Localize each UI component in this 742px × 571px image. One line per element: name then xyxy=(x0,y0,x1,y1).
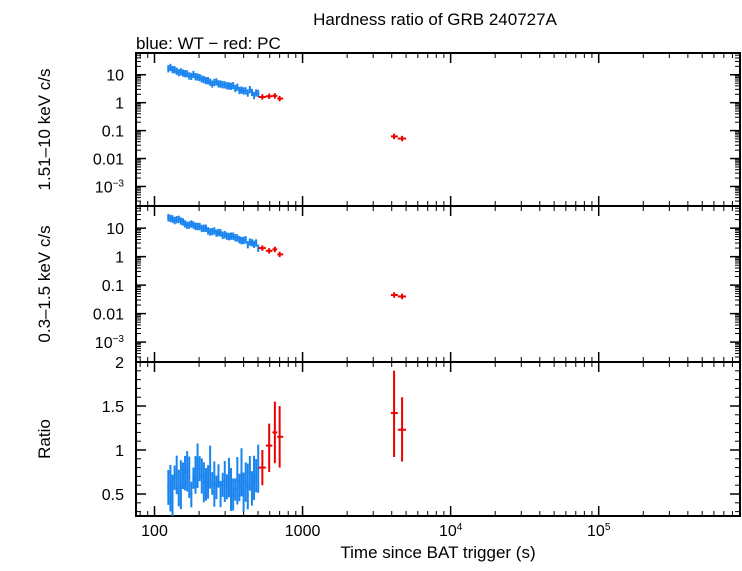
panel-frame-soft xyxy=(135,205,741,363)
x-tick-label-0: 100 xyxy=(141,523,168,540)
y-tick-label-hard-0: 10 xyxy=(106,68,124,85)
y-tick-label-soft-4: 10−3 xyxy=(95,334,125,352)
x-axis-label: Time since BAT trigger (s) xyxy=(340,543,535,562)
y-tick-label-ratio-3: 2 xyxy=(115,355,124,372)
x-tick-label-1: 1000 xyxy=(285,523,321,540)
chart-title: Hardness ratio of GRB 240727A xyxy=(313,10,557,29)
y-axis-label-ratio: Ratio xyxy=(35,419,54,459)
y-tick-label-ratio-0: 0.5 xyxy=(102,487,124,504)
y-tick-label-soft-0: 10 xyxy=(106,221,124,238)
y-tick-label-hard-1: 1 xyxy=(115,96,124,113)
y-tick-label-soft-1: 1 xyxy=(115,250,124,267)
panel-frame-ratio xyxy=(135,361,741,517)
y-tick-label-hard-2: 0.1 xyxy=(102,124,124,141)
y-axis-label-hard: 1.51–10 keV c/s xyxy=(35,69,54,191)
y-tick-label-soft-3: 0.01 xyxy=(93,307,124,324)
y-axis-label-soft: 0.3–1.5 keV c/s xyxy=(35,225,54,342)
y-tick-label-ratio-2: 1.5 xyxy=(102,399,124,416)
x-tick-label-2: 104 xyxy=(439,522,463,540)
y-tick-label-soft-2: 0.1 xyxy=(102,278,124,295)
panel-frame-hard xyxy=(135,52,741,207)
y-tick-label-hard-4: 10−3 xyxy=(95,178,125,196)
y-tick-label-ratio-1: 1 xyxy=(115,443,124,460)
chart-subtitle: blue: WT − red: PC xyxy=(136,34,281,53)
x-tick-label-3: 105 xyxy=(587,522,611,540)
y-tick-label-hard-3: 0.01 xyxy=(93,152,124,169)
